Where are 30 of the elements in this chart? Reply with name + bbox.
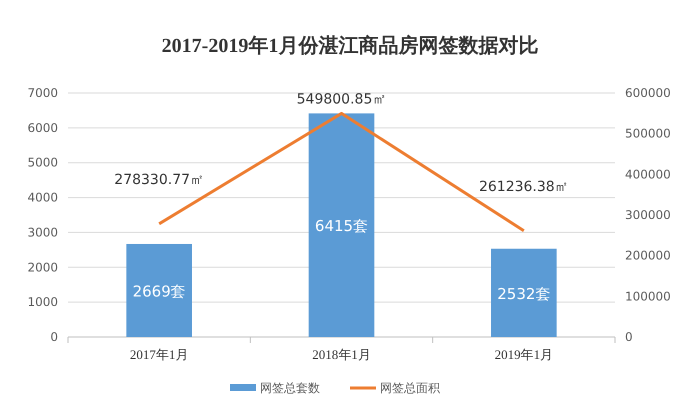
data-label: 278330.77㎡	[114, 172, 204, 188]
y-tick-label: 3000	[27, 225, 58, 240]
chart-title: 2017-2019年1月份湛江商品房网签数据对比	[162, 34, 538, 57]
y-tick-label: 0	[50, 330, 58, 344]
y-tick-label: 7000	[27, 86, 58, 100]
x-tick-label: 2017年1月	[130, 347, 188, 362]
y2-tick-label: 300000	[625, 208, 671, 222]
y2-tick-label: 600000	[625, 86, 671, 100]
y2-tick-label: 200000	[625, 248, 671, 263]
bar	[308, 113, 374, 337]
y-tick-label: 2000	[27, 260, 58, 274]
bar	[126, 244, 192, 337]
bar	[491, 248, 557, 337]
legend-label: 网签总套数	[260, 381, 320, 395]
y-tick-label: 1000	[27, 295, 58, 310]
data-label: 261236.38㎡	[478, 178, 569, 195]
y2-tick-label: 400000	[625, 167, 671, 182]
y-tick-label: 6000	[27, 120, 58, 135]
y2-tick-label: 100000	[625, 289, 671, 304]
legend-label: 网签总面积	[380, 381, 440, 395]
data-label: 6415套	[314, 217, 368, 236]
x-tick-label: 2018年1月	[312, 347, 371, 362]
data-label: 2669套	[132, 282, 186, 300]
y-tick-label: 5000	[27, 156, 58, 170]
data-label: 549800.85㎡	[296, 91, 386, 108]
data-label: 2532套	[497, 284, 550, 303]
y2-tick-label: 500000	[625, 126, 671, 141]
y2-tick-label: 0	[625, 330, 633, 344]
x-tick-label: 2019年1月	[494, 347, 554, 362]
y-tick-label: 4000	[27, 190, 58, 205]
